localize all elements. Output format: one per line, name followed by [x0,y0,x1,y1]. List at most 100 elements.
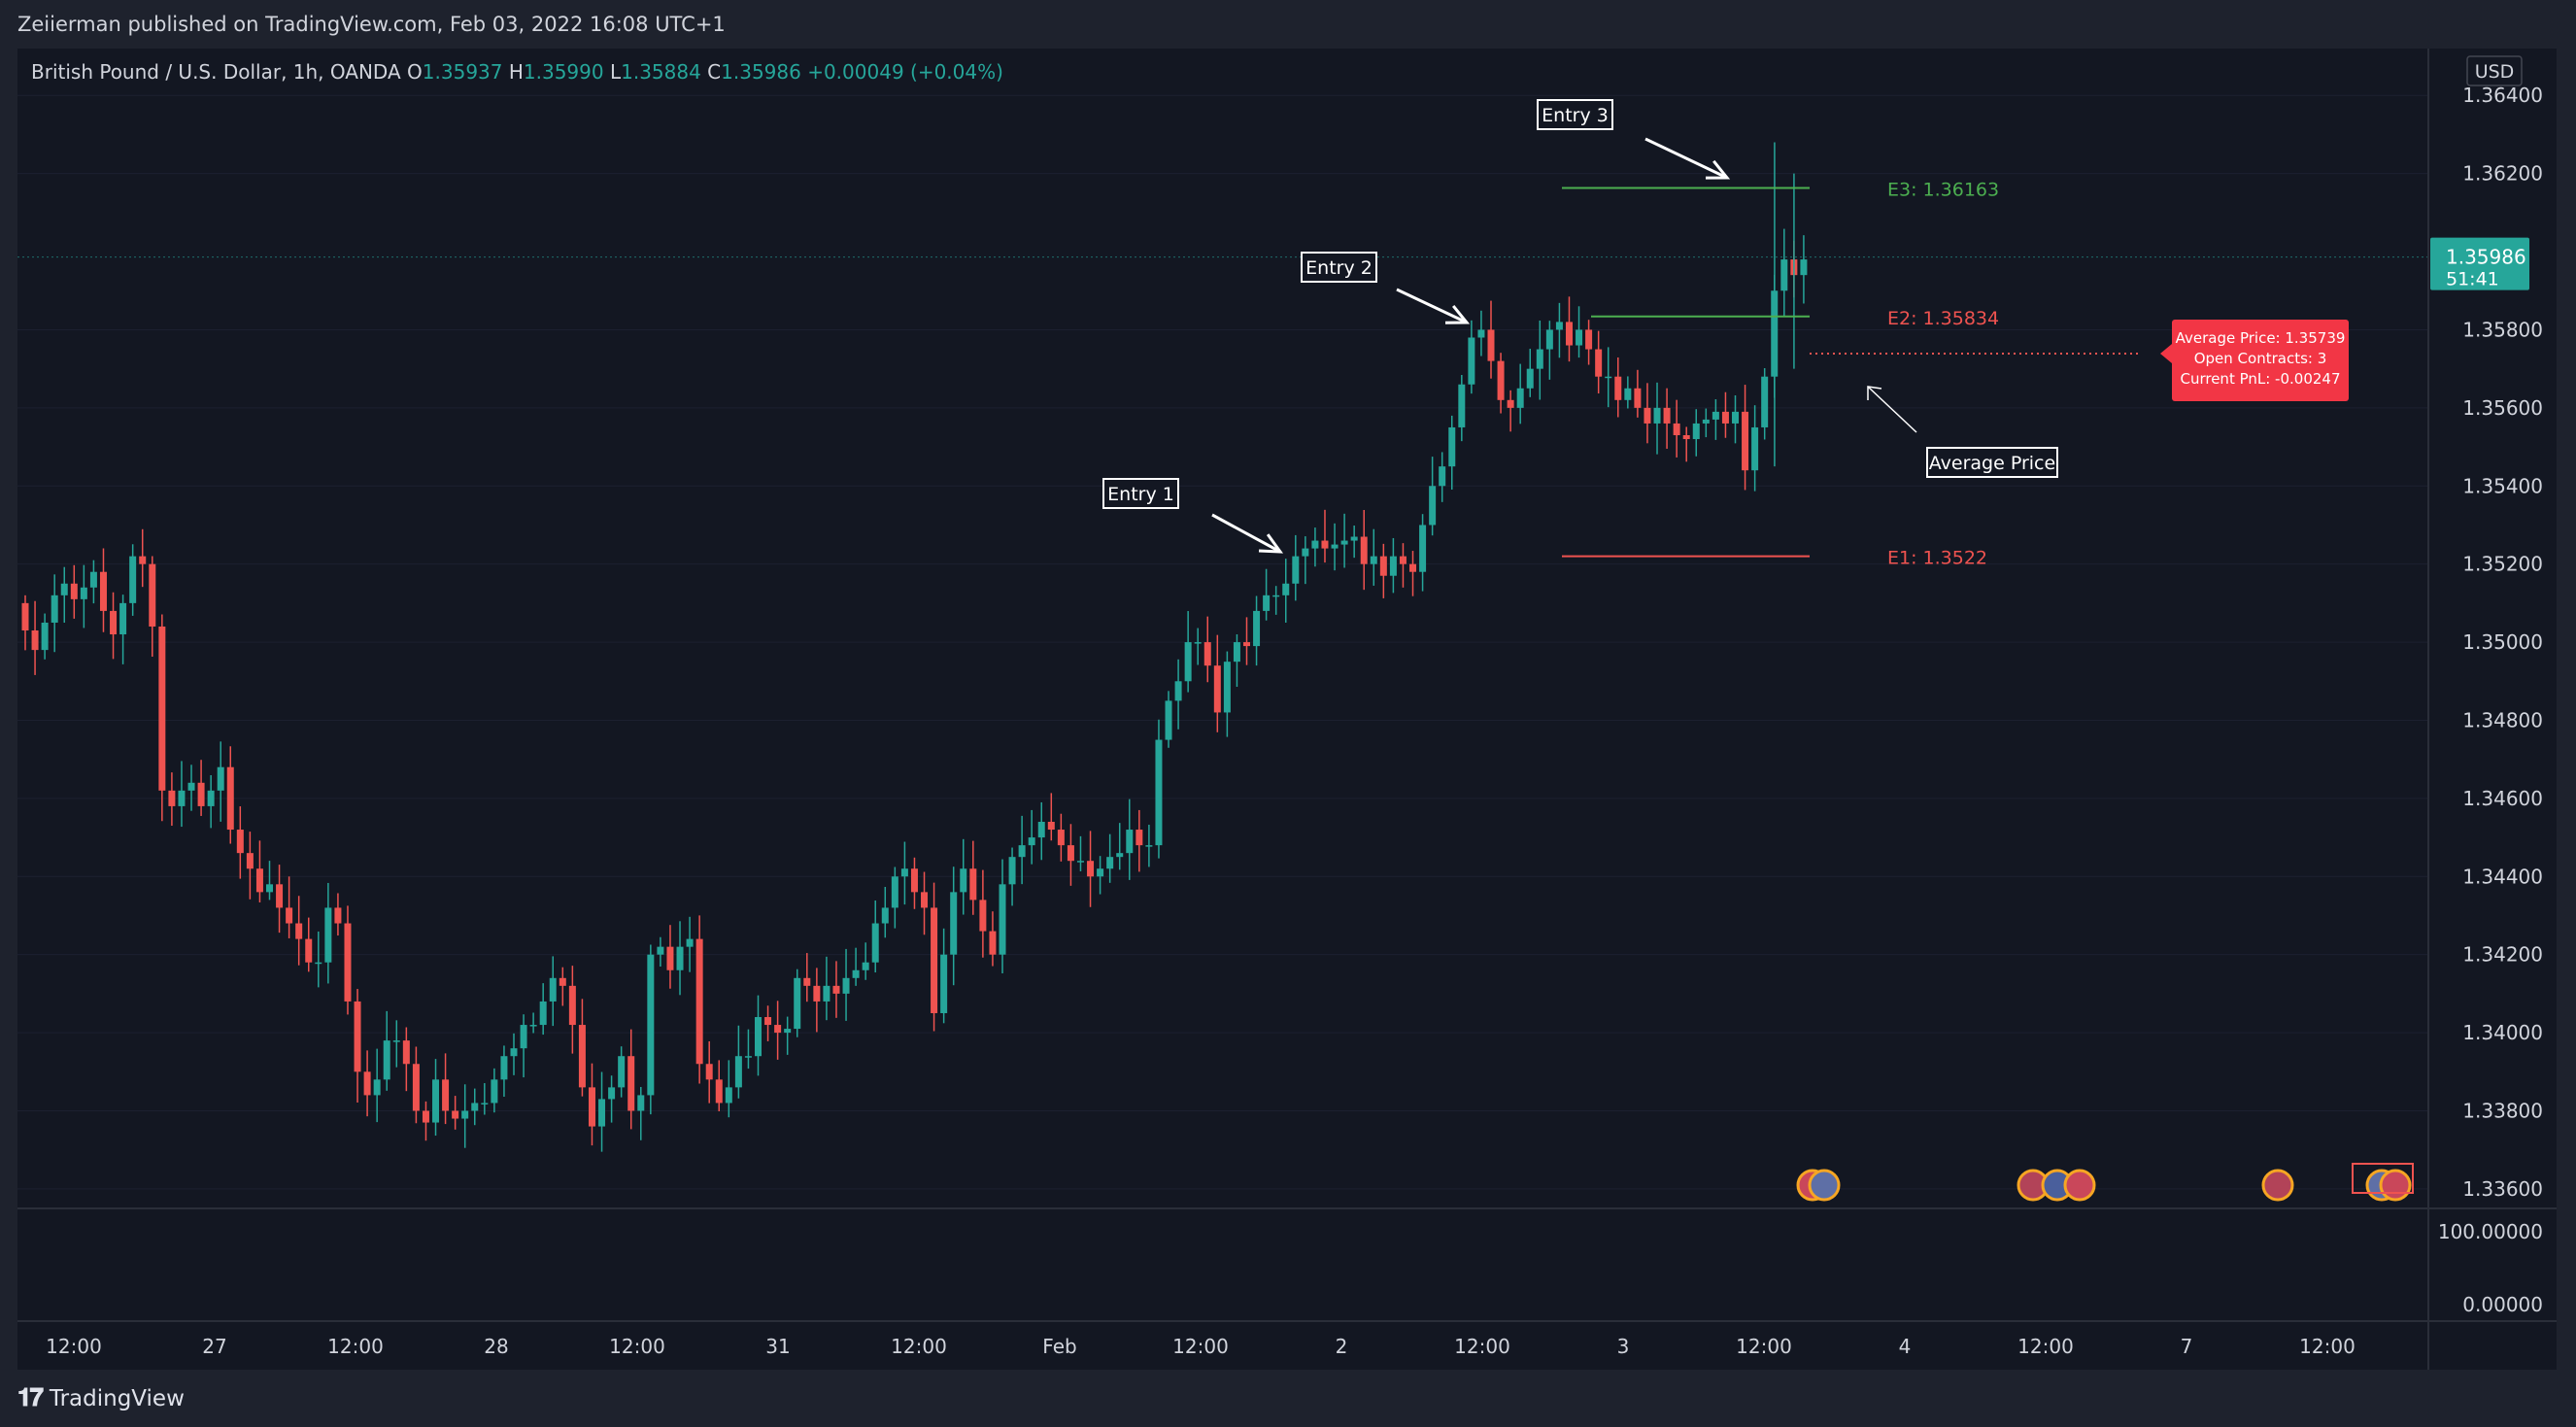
tooltip-line: Current PnL: -0.00247 [2180,370,2340,388]
candle-body [392,1040,400,1042]
candle-body [695,938,703,1065]
candle-body [637,1095,645,1111]
time-tick-label: 12:00 [327,1335,384,1358]
candle-body [197,782,205,806]
candle-body [31,630,39,651]
candle-body [324,907,332,963]
uk-event-flag-icon [2261,1169,2294,1202]
candle-body [647,954,655,1096]
time-tick-label: 31 [765,1335,790,1358]
candle-body [178,790,186,806]
tv-logo-icon: 𝟏𝟕 [17,1383,44,1412]
candle-body [1565,322,1573,346]
candle-body [881,907,889,924]
candle-body [999,884,1006,955]
bar-countdown-label: 51:41 [2446,269,2499,290]
price-tick-label: 1.34400 [2462,865,2543,888]
candle-body [1409,563,1417,572]
candle-body [734,1056,742,1088]
candle-body [1448,426,1456,467]
candle-body [891,876,898,908]
candle-body [305,938,313,963]
time-tick-label: 2 [1336,1335,1348,1358]
candle-body [764,1017,772,1026]
candle-body [794,977,801,1030]
candle-body [588,1087,595,1127]
candle-body [1721,411,1729,424]
time-tick-label: 7 [2181,1335,2193,1358]
candle-body [1614,376,1622,400]
candle-body [832,985,840,994]
entry2-label: Entry 2 [1305,257,1373,279]
chart-area[interactable]: E3: 1.36163 E2: 1.35834 E1: 1.3522 Entry 1 E… [17,49,2557,1370]
candle-body [158,626,166,791]
candle-body [1370,556,1377,564]
candle-body [110,610,118,635]
candle-body [744,1056,752,1058]
candle-body [1340,540,1348,545]
indicator-tick-label: 100.00000 [2438,1220,2543,1243]
candle-body [315,962,322,965]
candle-body [549,977,557,1002]
candle-body [1165,700,1172,740]
candle-body [207,790,215,806]
candle-body [1761,376,1769,427]
candle-body [60,583,68,595]
candle-body [1233,642,1240,663]
time-tick-label: Feb [1042,1335,1076,1358]
entry3-arrow-head [1705,159,1731,180]
candle-body [1732,411,1739,424]
candle-body [1087,861,1095,877]
candle-body [461,1110,469,1119]
time-tick-label: 3 [1617,1335,1630,1358]
avg-price-box [1926,447,2058,478]
candle-body [618,1056,626,1088]
candle-body [412,1064,420,1111]
candle-body [276,884,284,908]
candle-body [608,1087,616,1100]
candle-body [1302,548,1309,557]
candle-body [1653,407,1661,424]
candle-body [871,923,879,963]
publisher-text: Zeiierman published on TradingView.com, … [17,13,726,36]
candle-body [1223,662,1231,713]
candle-body [1116,853,1124,858]
candle-body [1576,329,1583,346]
candlestick-chart[interactable]: E3: 1.36163 E2: 1.35834 E1: 1.3522 Entry 1 E… [17,49,2557,1370]
price-tick-label: 1.33800 [2462,1099,2543,1122]
candle-body [373,1079,381,1096]
entry3-arrow [1644,137,1728,180]
candle-body [1682,435,1690,440]
tradingview-logo[interactable]: 𝟏𝟕 TradingView [17,1383,185,1413]
price-tick-label: 1.34600 [2462,787,2543,810]
candle-body [784,1029,792,1034]
candle-body [1321,540,1329,549]
candle-body [1067,845,1074,862]
candle-body [383,1040,390,1080]
candle-body [989,931,997,955]
candle-body [1595,349,1603,377]
entry1-box [1102,478,1179,509]
price-tick-label: 1.33600 [2462,1177,2543,1201]
price-tick-label: 1.35000 [2462,630,2543,654]
candle-body [568,985,576,1026]
us-event-flag-icon [1808,1169,1841,1202]
price-tick-label: 1.36200 [2462,162,2543,186]
candle-body [491,1079,498,1104]
symbol-legend: British Pound / U.S. Dollar, 1h, OANDA O… [31,60,1003,84]
candle-body [1028,837,1035,846]
axes: British Pound / U.S. Dollar, 1h, OANDA O… [17,49,2557,1370]
candle-body [500,1056,508,1080]
candle-body [1468,337,1475,385]
candle-body [539,1001,547,1026]
candle-body [1389,556,1397,576]
candle-body [295,923,303,939]
candle-body [1263,595,1271,611]
candle-body [1174,681,1182,701]
candle-body [1800,259,1808,276]
candle-body [1194,642,1202,644]
candle-body [246,853,254,869]
time-tick-label: 12:00 [2017,1335,2074,1358]
pnl-tooltip-pointer [2160,343,2172,363]
candle-body [168,790,176,806]
